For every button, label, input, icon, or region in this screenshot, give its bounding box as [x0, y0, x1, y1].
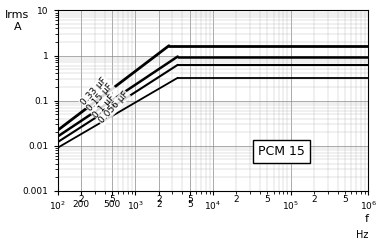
Text: 2: 2: [78, 195, 84, 204]
Text: PCM 15: PCM 15: [258, 144, 305, 158]
Text: 2: 2: [311, 195, 317, 204]
Text: 0.056 μF: 0.056 μF: [97, 90, 130, 126]
Text: Hz: Hz: [356, 230, 368, 240]
Text: 5: 5: [342, 195, 348, 204]
Text: 5: 5: [265, 195, 270, 204]
Text: 5: 5: [109, 195, 115, 204]
Text: 2: 2: [233, 195, 239, 204]
Text: 0.15 μF: 0.15 μF: [86, 82, 115, 113]
Text: 0.33 μF: 0.33 μF: [79, 76, 109, 107]
Text: 0.1 μF: 0.1 μF: [91, 92, 117, 120]
Text: f: f: [364, 214, 368, 224]
Text: 2: 2: [156, 195, 162, 204]
Text: 5: 5: [187, 195, 193, 204]
Y-axis label: Irms
A: Irms A: [5, 10, 30, 32]
